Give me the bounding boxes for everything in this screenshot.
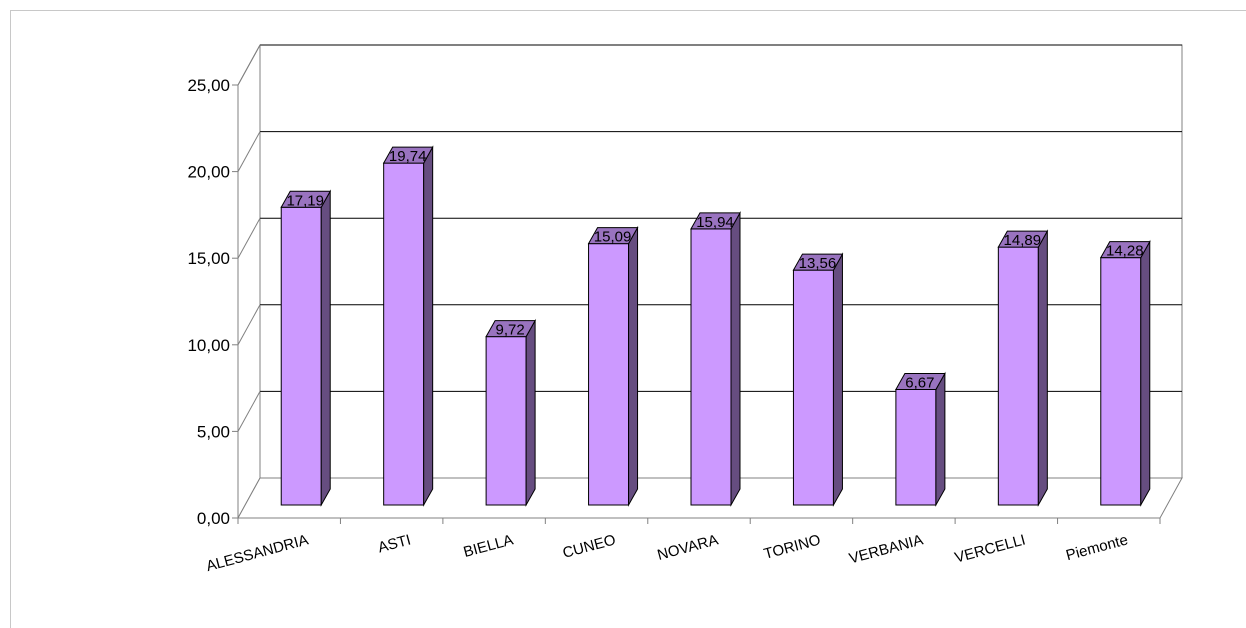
bar-front [280, 206, 322, 506]
data-label: 17,19 [286, 192, 324, 209]
x-category-label: VERCELLI [953, 531, 1027, 566]
bar [1099, 239, 1151, 507]
bar [485, 318, 536, 507]
x-category-label: CUNEO [561, 531, 618, 561]
bar-top [690, 212, 741, 230]
gridline-side [237, 131, 261, 172]
gridline-side [237, 304, 261, 346]
bar [895, 371, 946, 507]
bar [690, 211, 741, 507]
x-category-label: TORINO [762, 531, 822, 562]
bar [587, 225, 639, 507]
bar-side [423, 145, 434, 507]
gridline-side [237, 217, 261, 259]
bar [792, 252, 844, 507]
gridline-side [237, 44, 261, 86]
bar-side [935, 371, 946, 507]
side-wall [237, 44, 261, 519]
bar-side [1140, 239, 1151, 507]
bar-top [895, 372, 946, 390]
x-category-label: ASTI [376, 531, 413, 556]
data-label: 15,94 [696, 214, 734, 231]
bar-side [525, 318, 536, 507]
data-label: 14,28 [1106, 243, 1144, 260]
bar-front [383, 162, 425, 506]
bar-top [382, 146, 434, 164]
data-label: 15,09 [594, 229, 632, 246]
y-tick-label: 10,00 [187, 336, 230, 355]
bar-side [832, 252, 843, 507]
bar-top [587, 227, 639, 245]
bar-front [588, 243, 630, 506]
data-label: 9,72 [496, 322, 525, 339]
data-label: 13,56 [799, 255, 837, 272]
axes [232, 84, 1161, 524]
bar-top [997, 230, 1049, 248]
bar-top [792, 253, 844, 271]
bar-side [1037, 229, 1048, 507]
data-label: 14,89 [1004, 232, 1042, 249]
bar-top [1099, 241, 1151, 259]
bar [382, 145, 434, 507]
x-category-label: BIELLA [462, 531, 516, 561]
bar [997, 229, 1049, 507]
bar-front [792, 269, 834, 506]
bar [280, 189, 332, 507]
y-axis-tick-labels: 0,00 5,00 10,00 15,00 20,00 25,00 [187, 76, 230, 528]
bar-front [1100, 257, 1142, 506]
y-tick-label: 15,00 [187, 249, 230, 268]
bars [280, 145, 1151, 507]
x-category-label: ALESSANDRIA [204, 531, 310, 575]
bar-side [628, 225, 639, 507]
x-axis-category-labels: ALESSANDRIA ASTI BIELLA CUNEO NOVARA TORINO VE… [204, 531, 1129, 575]
gridline-side [237, 391, 261, 432]
x-category-label: VERBANIA [847, 531, 925, 567]
bar-top [485, 320, 536, 338]
data-labels: 17,19 19,74 9,72 15,09 15,94 13,56 6,67 14,89 14… [286, 148, 1143, 391]
y-tick-label: 0,00 [197, 509, 230, 528]
bar-top [280, 190, 332, 208]
y-tick-label: 25,00 [187, 76, 230, 95]
x-category-label: Piemonte [1064, 531, 1130, 564]
chart-frame [10, 10, 1246, 628]
bar-front [997, 246, 1039, 506]
bar-side [320, 189, 331, 507]
y-tick-label: 20,00 [187, 163, 230, 182]
data-label: 19,74 [389, 148, 427, 165]
bar-front [485, 336, 527, 506]
bar-front [895, 388, 937, 506]
bar-front [690, 228, 732, 506]
y-tick-label: 5,00 [197, 422, 230, 441]
data-label: 6,67 [905, 374, 934, 391]
bar-side [730, 211, 741, 507]
x-category-label: NOVARA [656, 531, 721, 564]
